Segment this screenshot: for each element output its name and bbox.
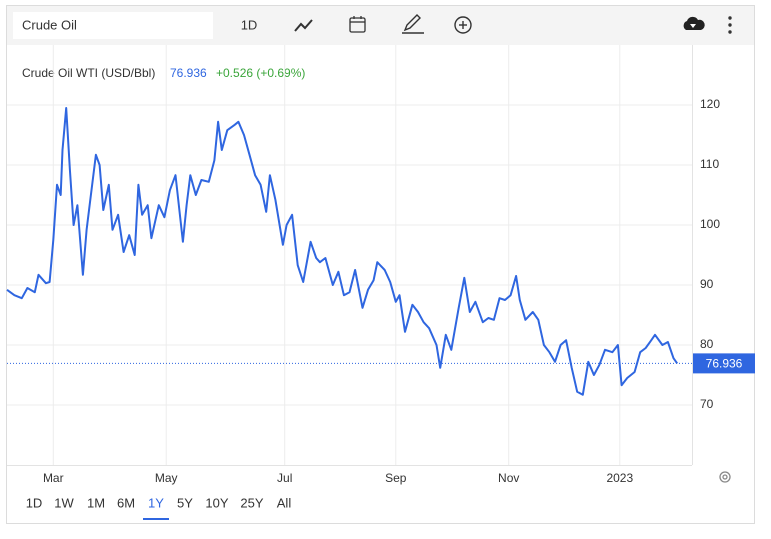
y-tick-label: 110: [700, 157, 719, 171]
last-price-box: [693, 353, 755, 374]
settings-icon[interactable]: [719, 471, 731, 483]
header-change: +0.526 (+0.69%): [216, 66, 305, 80]
interval-button[interactable]: 1D: [241, 17, 258, 32]
calendar-icon[interactable]: [349, 16, 366, 33]
range-button[interactable]: 5Y: [177, 495, 193, 510]
x-tick-label: Sep: [385, 471, 407, 485]
range-button[interactable]: All: [277, 495, 292, 510]
x-tick-label: Nov: [498, 471, 519, 485]
range-button[interactable]: 25Y: [240, 495, 263, 510]
y-tick-label: 100: [700, 217, 720, 231]
search-text: Crude Oil: [22, 17, 77, 32]
y-tick-label: 120: [700, 97, 720, 111]
x-tick-label: Mar: [43, 471, 64, 485]
chart-type-icon[interactable]: [294, 19, 313, 32]
last-price-label: 76.936: [706, 357, 743, 371]
price-line: [6, 107, 679, 396]
download-icon[interactable]: [683, 16, 705, 30]
header-price: 76.936: [170, 66, 207, 80]
draw-icon[interactable]: [402, 14, 424, 34]
compare-icon[interactable]: [454, 16, 472, 34]
range-button[interactable]: 1W: [54, 495, 74, 510]
range-button[interactable]: 10Y: [205, 495, 228, 510]
x-tick-label: 2023: [606, 471, 633, 485]
y-tick-label: 90: [700, 277, 714, 291]
range-button[interactable]: 1Y: [148, 495, 164, 510]
active-range-underline: [143, 518, 169, 520]
range-button[interactable]: 6M: [117, 495, 135, 510]
x-tick-label: Jul: [277, 471, 292, 485]
x-tick-label: May: [155, 471, 178, 485]
y-tick-label: 70: [700, 397, 714, 411]
instrument-name: Crude Oil WTI (USD/Bbl): [22, 66, 155, 80]
range-button[interactable]: 1D: [26, 495, 43, 510]
y-tick-label: 80: [700, 337, 714, 351]
range-button[interactable]: 1M: [87, 495, 105, 510]
menu-icon[interactable]: [728, 16, 732, 34]
search-box[interactable]: [13, 12, 213, 39]
